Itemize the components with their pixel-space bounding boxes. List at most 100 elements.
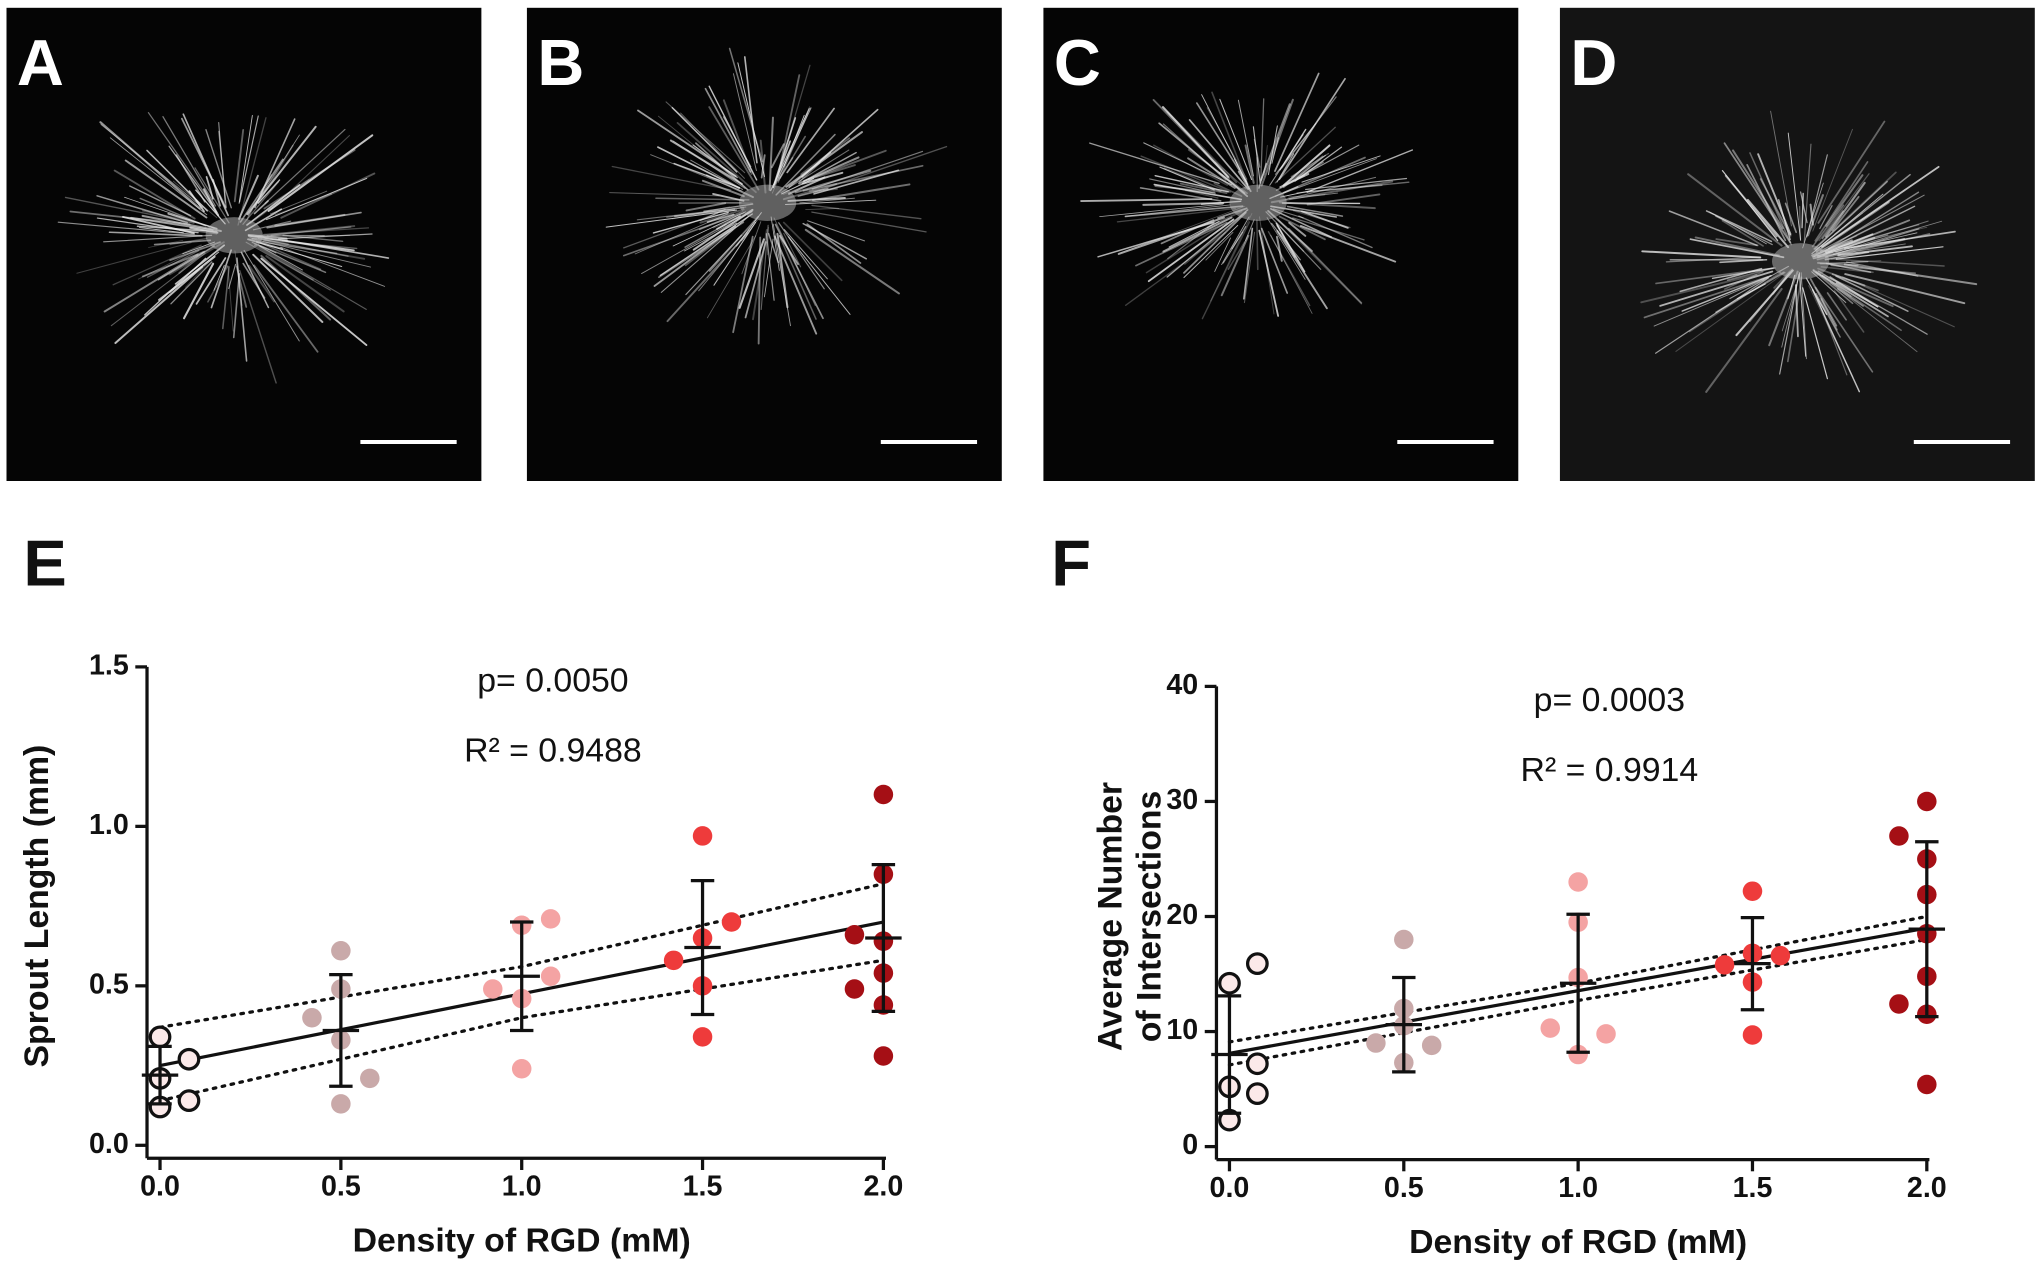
filament (741, 220, 758, 242)
filament (1116, 207, 1236, 223)
filament (1807, 194, 1824, 237)
filament (1812, 269, 1854, 305)
filament (265, 255, 345, 313)
filament (1801, 192, 1804, 229)
filament (1276, 230, 1328, 310)
filament (1818, 173, 1870, 242)
filament (253, 264, 319, 353)
filament (767, 232, 780, 264)
filament (1188, 119, 1249, 190)
filament (1179, 182, 1228, 194)
filament (744, 241, 767, 319)
data-point (148, 1025, 172, 1049)
filament (1812, 270, 1902, 332)
filament (1266, 217, 1306, 280)
filament (799, 197, 855, 204)
filament (233, 128, 245, 203)
filament (103, 253, 199, 313)
filament (1779, 273, 1800, 375)
filament (259, 241, 322, 271)
filament (1835, 246, 1944, 260)
filament (1819, 235, 1858, 253)
filament (752, 229, 768, 321)
filament (1145, 224, 1224, 274)
filament (252, 253, 324, 323)
y-tick-label: 40 (1166, 669, 1198, 701)
filament (1816, 233, 1931, 261)
cell (1080, 72, 1414, 320)
filament (1826, 292, 1847, 321)
y-axis-title: Sprout Length (mm) (18, 745, 56, 1068)
annotation: p= 0.0003 (1534, 681, 1685, 719)
cell-body (738, 184, 797, 221)
filament (1124, 205, 1244, 218)
filament (1705, 210, 1773, 243)
error-bar (1559, 912, 1597, 1054)
filament (57, 221, 195, 235)
filament (1814, 286, 1874, 373)
filament (652, 211, 729, 234)
filament (1723, 142, 1792, 244)
filament (227, 265, 234, 332)
data-point (331, 1094, 351, 1114)
filament (1244, 144, 1255, 184)
filament (660, 216, 749, 293)
filament (259, 245, 303, 271)
data-point (1245, 1082, 1269, 1106)
cell (605, 47, 948, 345)
filament (246, 184, 301, 226)
filament (1828, 191, 1920, 250)
filament (798, 156, 860, 185)
filament (1824, 251, 1870, 261)
data-point (331, 941, 351, 961)
filament (802, 164, 924, 192)
filament (1820, 298, 1838, 331)
filament (1815, 293, 1841, 338)
filament (1158, 122, 1249, 198)
filament (1306, 184, 1383, 193)
filament (1152, 98, 1230, 179)
filament (1119, 205, 1246, 254)
filament (672, 211, 746, 247)
filament (213, 264, 225, 291)
filament (1275, 222, 1306, 273)
filament (1815, 173, 1911, 251)
data-point (177, 1089, 201, 1113)
filament (1835, 275, 1909, 312)
filament (699, 208, 745, 224)
filament (1279, 128, 1307, 171)
filament (1274, 126, 1336, 184)
filament (811, 183, 911, 202)
filament (178, 251, 205, 274)
x-tick-label: 0.0 (1210, 1172, 1250, 1204)
filament (1166, 209, 1249, 278)
filament (738, 238, 765, 309)
filament (779, 235, 817, 320)
data-point (483, 979, 503, 999)
filament (778, 234, 799, 266)
filament (778, 64, 811, 173)
filament (1243, 231, 1256, 304)
filament (158, 255, 216, 301)
filament (1289, 192, 1339, 200)
filament (1811, 288, 1861, 393)
filament (1823, 219, 1911, 255)
filament (653, 225, 737, 287)
x-axis-title: Density of RGD (mM) (353, 1222, 691, 1260)
filament (1162, 216, 1233, 253)
data-point (873, 1046, 894, 1066)
filament (1794, 284, 1799, 338)
filament (684, 228, 734, 267)
filament (785, 131, 863, 188)
filament (732, 235, 754, 334)
error-bar (1908, 840, 1946, 1019)
y-tick-label: 0 (1182, 1129, 1198, 1161)
filament (1802, 182, 1824, 249)
filament (1270, 222, 1301, 261)
filament (1814, 180, 1888, 250)
filament (706, 213, 735, 223)
filament (254, 244, 314, 281)
filament (609, 192, 720, 197)
filament (1812, 220, 1929, 258)
filament (788, 176, 826, 195)
